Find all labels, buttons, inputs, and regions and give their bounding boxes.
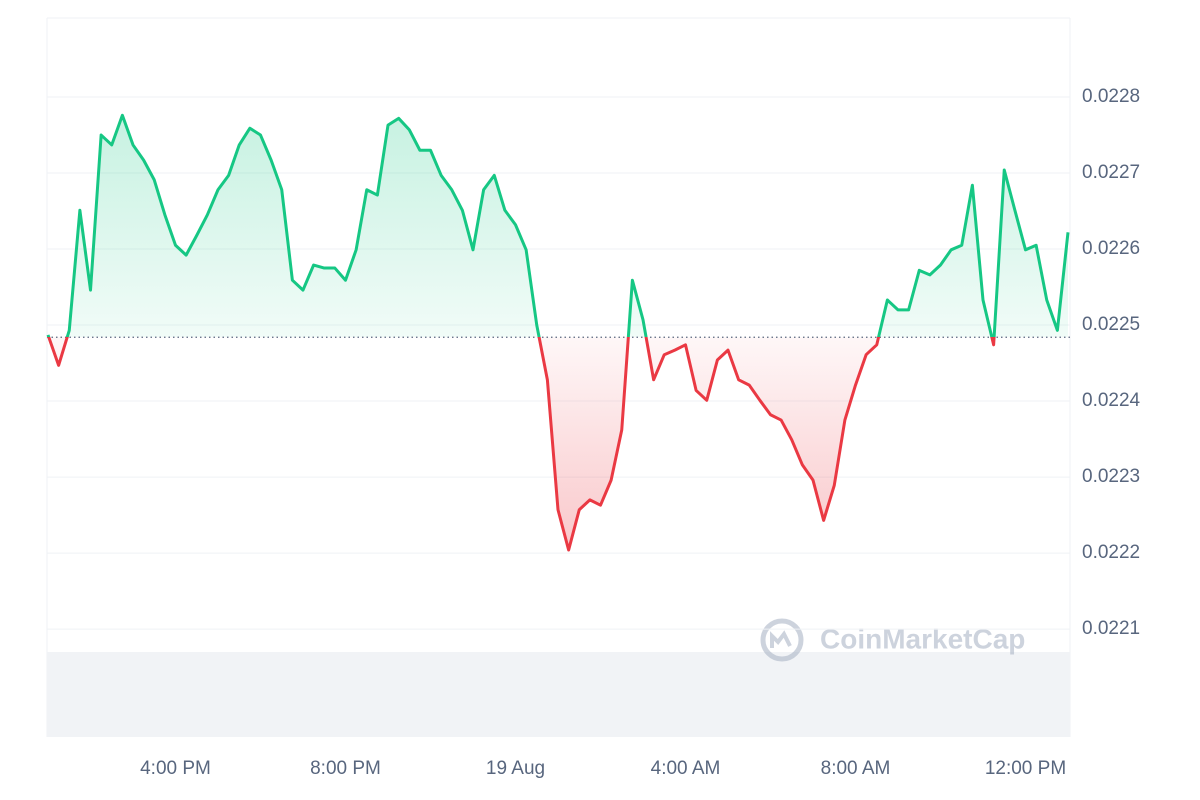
price-line bbox=[46, 113, 1070, 552]
x-tick-label: 4:00 PM bbox=[140, 758, 211, 779]
watermark-logo bbox=[760, 618, 804, 662]
x-tick-label: 8:00 AM bbox=[821, 758, 891, 779]
y-tick-label: 0.0227 bbox=[1082, 162, 1140, 183]
y-tick-label: 0.0224 bbox=[1082, 390, 1141, 411]
y-tick-label: 0.0223 bbox=[1082, 466, 1140, 487]
x-tick-label: 4:00 AM bbox=[651, 758, 721, 779]
watermark-text: CoinMarketCap bbox=[820, 623, 1025, 654]
x-tick-label: 12:00 PM bbox=[985, 758, 1066, 779]
watermark: CoinMarketCap bbox=[760, 618, 1025, 662]
x-tick-label: 19 Aug bbox=[486, 758, 545, 779]
y-tick-label: 0.0221 bbox=[1082, 618, 1140, 639]
y-tick-label: 0.0225 bbox=[1082, 314, 1140, 335]
y-tick-label: 0.0222 bbox=[1082, 542, 1140, 563]
price-area bbox=[48, 115, 1068, 551]
watermark-logo-mark bbox=[770, 630, 792, 648]
y-tick-label: 0.0228 bbox=[1082, 86, 1140, 107]
y-tick-label: 0.0226 bbox=[1082, 238, 1140, 259]
x-tick-label: 8:00 PM bbox=[310, 758, 381, 779]
volume-backdrop bbox=[47, 652, 1070, 737]
